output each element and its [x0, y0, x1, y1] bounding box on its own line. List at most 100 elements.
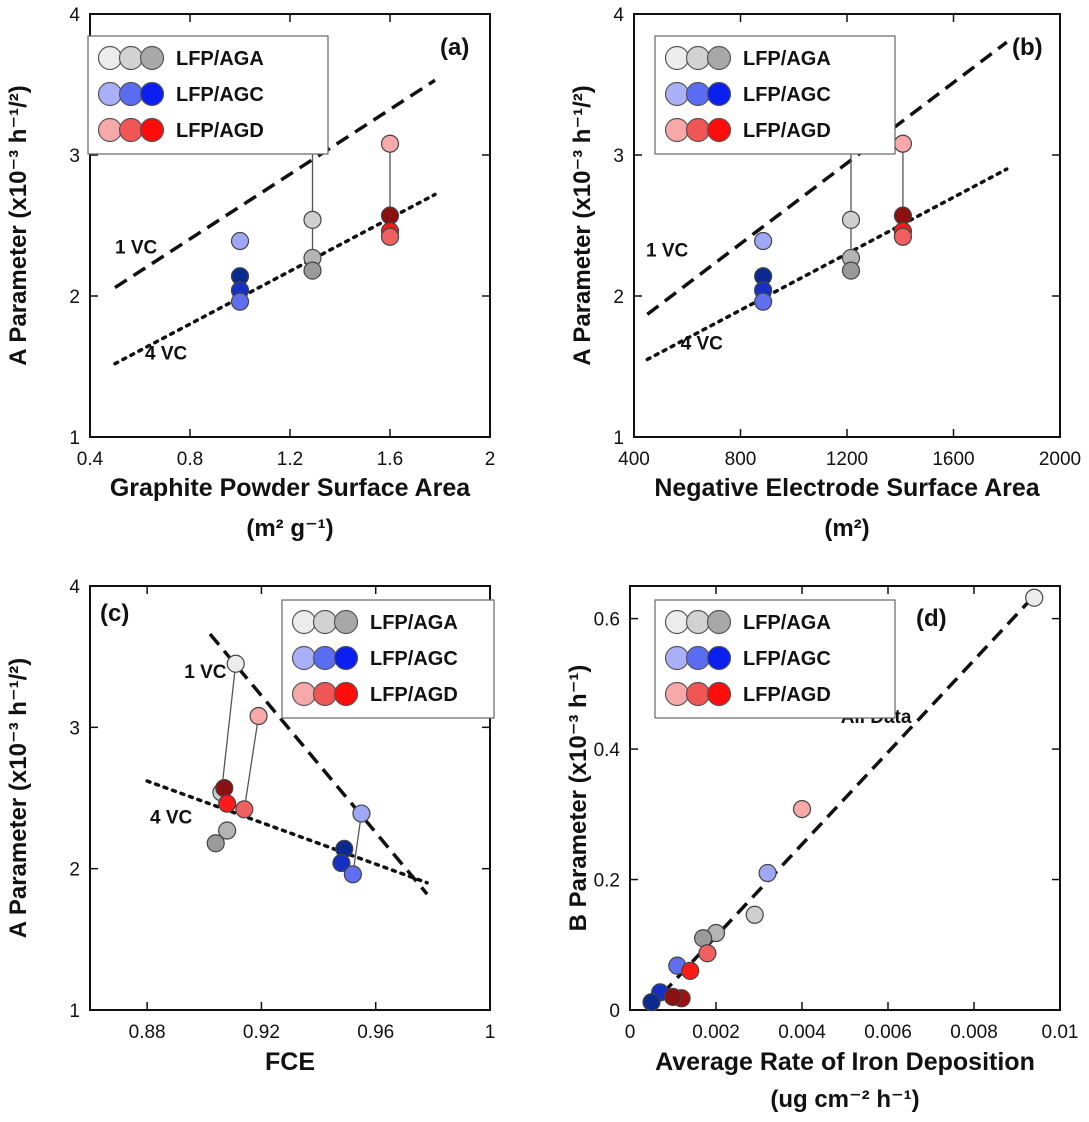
chart-panel-c: 0.88 0.92 0.96 1 1 2 3 4 FCE A Parameter (x10⁻³ h… — [5, 577, 495, 1076]
data-point-lfp-agd — [893, 227, 913, 246]
plot-frame — [629, 585, 1061, 1011]
y-tick-label: 1 — [69, 1001, 80, 1022]
data-point-lfp-agd — [380, 206, 400, 225]
data-point-lfp-aga — [745, 905, 764, 924]
data-point-lfp-agc — [230, 292, 250, 311]
annotation-1-vc: 1 VC — [184, 662, 227, 683]
legend-marker — [118, 81, 144, 107]
data-point-lfp-agd — [215, 779, 234, 798]
legend-marker — [291, 645, 317, 671]
data-point-lfp-agc — [758, 863, 777, 883]
data-point-lfp-agc — [230, 231, 250, 251]
y-tick-label: 4 — [69, 5, 80, 26]
data-point-lfp-aga — [1025, 588, 1044, 607]
chart-panel-b: 400 800 1200 1600 2000 1 2 3 4 Negative Electrode… — [569, 5, 1081, 542]
data-point-lfp-agd — [218, 794, 237, 813]
x-tick-label: 800 — [725, 449, 757, 470]
legend-marker — [664, 81, 690, 107]
trend-line-1-vc — [208, 632, 429, 896]
connector-line — [243, 715, 260, 810]
data-point-lfp-aga — [841, 261, 861, 280]
y-tick-label: 0 — [609, 1001, 620, 1022]
legend-marker — [685, 645, 711, 671]
legend-marker — [97, 81, 123, 107]
x-tick-label: 0.88 — [129, 1022, 166, 1043]
data-point-lfp-agc — [642, 993, 661, 1012]
annotation-1-vc: 1 VC — [115, 238, 158, 259]
legend: LFP/AGA LFP/AGC LFP/AGD — [654, 35, 896, 155]
legend-label: LFP/AGC — [743, 648, 831, 670]
data-point-lfp-aga — [226, 654, 245, 673]
chart-panel-a: 0.4 0.8 1.2 1.6 2 1 2 3 4 Graphite Powder Surface… — [5, 5, 495, 542]
x-tick-label: 1 — [485, 1022, 496, 1043]
x-axis-unit: (ug cm⁻² h⁻¹) — [770, 1086, 919, 1113]
x-axis-unit: (m²) — [824, 515, 869, 542]
x-tick-label: 2 — [485, 449, 496, 470]
y-tick-label: 4 — [69, 577, 80, 598]
x-tick-label: 2000 — [1039, 449, 1081, 470]
data-point-lfp-agd — [893, 206, 913, 225]
legend-label: LFP/AGD — [370, 684, 458, 706]
x-tick-label: 0.004 — [778, 1022, 826, 1043]
legend-marker — [139, 81, 165, 107]
y-tick-label: 2 — [69, 860, 80, 881]
data-point-lfp-agc — [754, 231, 773, 251]
x-tick-label: 0.002 — [692, 1022, 740, 1043]
legend-marker — [685, 681, 711, 707]
y-tick-label: 4 — [613, 5, 624, 26]
legend-marker — [312, 645, 338, 671]
y-tick-label: 0.2 — [594, 871, 620, 892]
data-point-lfp-aga — [841, 210, 861, 229]
plot-frame — [89, 585, 491, 1011]
y-tick-label: 1 — [613, 428, 624, 449]
y-axis-title: B Parameter (x10⁻³ h⁻¹) — [565, 665, 592, 932]
x-tick-label: 400 — [618, 449, 650, 470]
annotation-4-vc: 4 VC — [145, 343, 188, 364]
x-tick-label: 0.4 — [77, 449, 104, 470]
legend-marker — [333, 609, 359, 635]
y-tick-label: 1 — [69, 428, 80, 449]
x-axis-title: Graphite Powder Surface Area — [110, 474, 471, 502]
data-point-lfp-aga — [303, 261, 322, 280]
x-tick-label: 1600 — [932, 449, 974, 470]
y-axis-title: A Parameter (x10⁻³ h⁻¹/²) — [5, 658, 32, 939]
connector-line — [220, 663, 237, 793]
legend-marker — [664, 117, 690, 143]
y-tick-label: 3 — [69, 718, 80, 739]
legend-label: LFP/AGA — [743, 48, 831, 70]
legend-label: LFP/AGC — [743, 84, 831, 106]
legend-marker — [706, 645, 732, 671]
legend: LFP/AGA LFP/AGC LFP/AGD — [654, 599, 896, 719]
data-point-lfp-agd — [893, 134, 913, 153]
x-tick-label: 0.92 — [243, 1022, 280, 1043]
data-point-lfp-aga — [218, 821, 237, 840]
x-tick-label: 1.6 — [377, 449, 403, 470]
legend-marker — [118, 117, 144, 143]
annotation-4-vc: 4 VC — [150, 807, 193, 828]
legend-label: LFP/AGA — [176, 48, 264, 70]
legend-marker — [706, 117, 732, 143]
legend-marker — [291, 681, 317, 707]
y-tick-label: 0.6 — [594, 610, 620, 631]
data-point-lfp-agd — [235, 800, 254, 819]
legend-marker — [664, 45, 690, 71]
y-axis-title: A Parameter (x10⁻³ h⁻¹/²) — [5, 85, 32, 366]
legend-marker — [706, 609, 732, 635]
y-tick-label: 0.4 — [594, 740, 621, 761]
x-axis-title: FCE — [265, 1048, 315, 1076]
x-tick-label: 0 — [625, 1022, 636, 1043]
data-point-lfp-agc — [332, 853, 351, 873]
legend-label: LFP/AGD — [176, 120, 264, 142]
chart-panel-d: 0 0.002 0.004 0.006 0.008 0.01 0 0.2 0.4 0.6 Avera… — [565, 585, 1078, 1113]
y-axis-title: A Parameter (x10⁻³ h⁻¹/²) — [569, 85, 596, 366]
legend: LFP/AGA LFP/AGC LFP/AGD — [281, 599, 495, 719]
legend-marker — [706, 681, 732, 707]
legend: LFP/AGA LFP/AGC LFP/AGD — [87, 35, 329, 155]
legend-label: LFP/AGC — [176, 84, 264, 106]
legend-label: LFP/AGD — [743, 684, 831, 706]
data-point-lfp-aga — [303, 210, 322, 229]
legend-marker — [118, 45, 144, 71]
legend-marker — [664, 645, 690, 671]
data-point-lfp-agd — [249, 706, 268, 726]
data-point-lfp-agd — [792, 799, 812, 819]
